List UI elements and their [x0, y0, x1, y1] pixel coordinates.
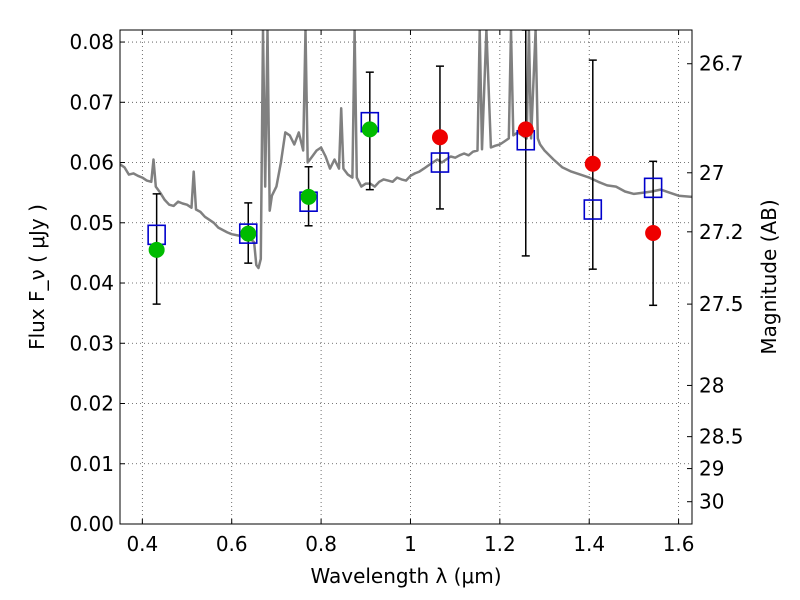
y-tick-label: 0.08 [69, 30, 114, 54]
x-axis-label: Wavelength λ (μm) [310, 564, 501, 588]
model-photometry-square [238, 223, 258, 244]
grid [120, 30, 692, 525]
observed-point-green [148, 241, 165, 258]
model-spectrum-line [120, 30, 692, 270]
y-tick-label: 0.07 [69, 90, 114, 114]
right-tick-label: 28.5 [699, 425, 744, 449]
right-tick-label: 28 [699, 373, 724, 397]
x-tick-label: 0.6 [216, 532, 248, 556]
y-tick-label: 0.02 [69, 392, 114, 416]
y-tick-label: 0.01 [69, 452, 114, 476]
axes: 0.4 0.6 0.8 1 1.2 1.4 1.6 0.00 0.01 0.02 0.03 0.04 0… [69, 30, 744, 556]
observed-point-red [645, 225, 662, 242]
x-tick-label: 0.4 [126, 532, 158, 556]
y-tick-label: 0.04 [69, 271, 114, 295]
right-tick-label: 27 [699, 161, 724, 185]
plot-frame [119, 29, 693, 525]
right-tick-label: 29 [699, 457, 724, 481]
right-axis-label: Magnitude (AB) [757, 199, 781, 354]
right-tick-label: 27.2 [699, 220, 744, 244]
model-photometry-square [643, 177, 663, 199]
right-tick-label: 30 [699, 490, 724, 514]
x-tick-label: 1.6 [663, 532, 695, 556]
observed-point-green [240, 225, 257, 242]
y-tick-label: 0.00 [69, 512, 114, 536]
plot-area [120, 30, 692, 307]
observed-point-red [431, 129, 448, 146]
observed-point-green [361, 121, 378, 138]
right-tick-label: 27.5 [699, 292, 744, 316]
x-tick-label: 1.2 [484, 532, 516, 556]
observed-point-red [584, 155, 601, 172]
observed-point-green [300, 188, 317, 205]
y-tick-label: 0.06 [69, 151, 114, 175]
y-tick-label: 0.03 [69, 331, 114, 355]
model-photometry-square [583, 199, 603, 220]
right-tick-label: 26.7 [699, 52, 744, 76]
y-tick-label: 0.05 [69, 211, 114, 235]
y-axis-label: Flux F_ν ( μJy ) [25, 204, 49, 350]
observed-point-red [517, 121, 534, 138]
x-tick-label: 0.8 [305, 532, 337, 556]
model-photometry-square [430, 152, 450, 173]
x-tick-label: 1.4 [573, 532, 605, 556]
x-tick-label: 1 [404, 532, 417, 556]
